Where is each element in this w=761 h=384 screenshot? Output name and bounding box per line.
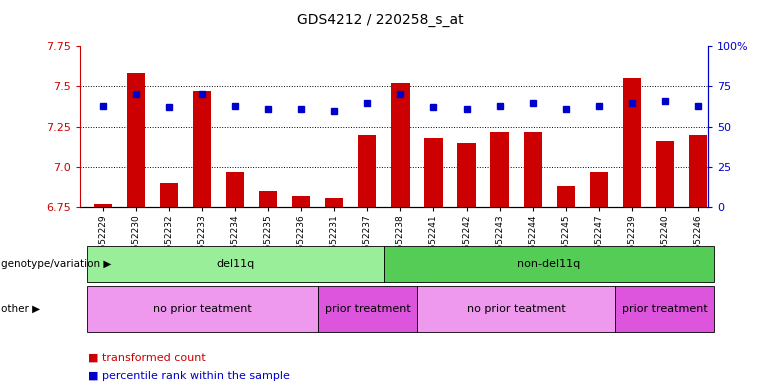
Bar <box>358 135 377 207</box>
Text: prior treatment: prior treatment <box>324 304 410 314</box>
Bar <box>656 141 673 207</box>
Bar <box>391 83 409 207</box>
Bar <box>425 138 443 207</box>
Bar <box>622 78 641 207</box>
Bar <box>457 143 476 207</box>
Bar <box>325 198 343 207</box>
Bar <box>590 172 608 207</box>
Text: del11q: del11q <box>216 259 254 269</box>
Text: ■ transformed count: ■ transformed count <box>88 353 205 363</box>
Text: GDS4212 / 220258_s_at: GDS4212 / 220258_s_at <box>298 13 463 27</box>
Bar <box>689 135 707 207</box>
Bar <box>226 172 244 207</box>
Bar <box>260 191 277 207</box>
Text: no prior teatment: no prior teatment <box>153 304 252 314</box>
Text: prior treatment: prior treatment <box>622 304 708 314</box>
Bar <box>94 204 112 207</box>
Bar <box>193 91 212 207</box>
Text: other ▶: other ▶ <box>1 304 40 314</box>
Bar <box>491 132 508 207</box>
Bar <box>292 196 310 207</box>
Bar <box>127 73 145 207</box>
Bar <box>556 186 575 207</box>
Text: ■ percentile rank within the sample: ■ percentile rank within the sample <box>88 371 289 381</box>
Text: genotype/variation ▶: genotype/variation ▶ <box>1 259 111 269</box>
Bar <box>160 183 178 207</box>
Text: non-del11q: non-del11q <box>517 259 581 269</box>
Text: no prior teatment: no prior teatment <box>466 304 565 314</box>
Bar <box>524 132 542 207</box>
